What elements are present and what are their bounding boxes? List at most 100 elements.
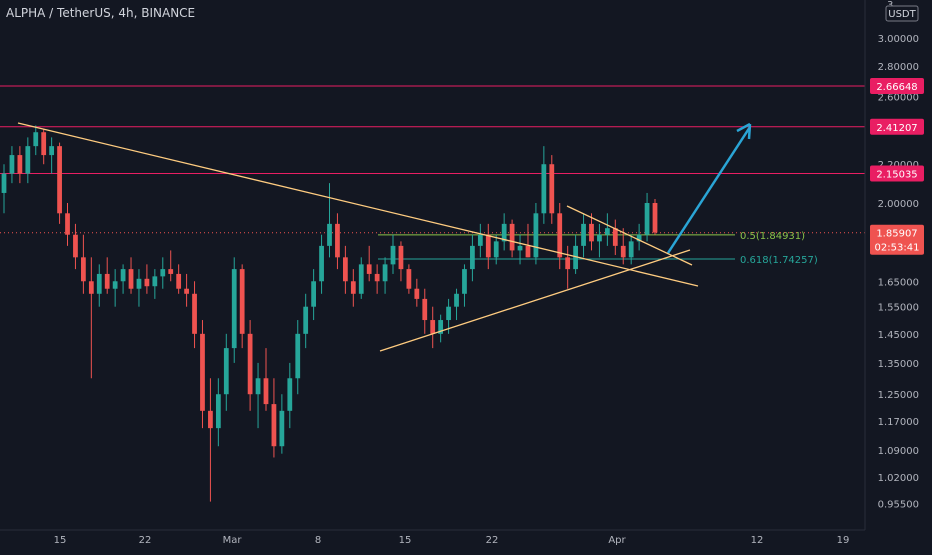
candle-body: [279, 410, 285, 447]
fib-levels: 0.5(1.84931) 0.618(1.74257): [0, 231, 865, 266]
candle-body: [104, 273, 110, 289]
wedge-upper-line: [566, 205, 693, 266]
candle-body: [33, 132, 39, 147]
candle-body: [295, 333, 301, 379]
x-tick-label: Apr: [608, 535, 626, 546]
candle-body: [414, 288, 420, 299]
candle-body: [430, 320, 436, 334]
candle-body: [120, 269, 126, 282]
candle-body: [350, 281, 356, 294]
candle-body: [96, 273, 102, 294]
candle-body: [287, 378, 293, 411]
candle-body: [223, 348, 229, 395]
candle-body: [398, 245, 404, 270]
candle-body: [485, 234, 491, 258]
candle-body: [652, 203, 658, 233]
candle-body: [366, 264, 372, 274]
level-badge: [870, 77, 924, 94]
y-tick-label: 2.80000: [878, 62, 919, 73]
candle-body: [557, 213, 563, 258]
y-tick-label: 1.25000: [878, 390, 919, 401]
x-tick-label: 12: [751, 535, 764, 546]
candle-body: [565, 257, 571, 270]
candle-body: [581, 223, 586, 246]
candle-body: [112, 281, 118, 289]
candle-body: [144, 278, 150, 287]
candle-body: [41, 132, 47, 156]
x-tick-label: 8: [315, 535, 321, 546]
x-tick-label: 22: [139, 535, 152, 546]
y-tick-label: 1.35000: [878, 359, 919, 370]
candle-body: [477, 234, 483, 246]
candle-body: [311, 281, 317, 307]
candle-body: [303, 306, 309, 334]
projection-arrow-line: [666, 126, 752, 254]
y-tick-label: 1.45000: [878, 330, 919, 341]
candle-body: [81, 257, 86, 282]
candle-body: [1, 173, 7, 193]
candle-body: [374, 273, 380, 282]
y-tick-label: 1.55000: [878, 303, 919, 314]
candle-body: [446, 306, 451, 321]
candle-body: [192, 293, 197, 334]
candle-body: [358, 264, 364, 294]
candle-body: [25, 146, 31, 174]
candle-body: [438, 320, 444, 334]
candle-body: [49, 146, 55, 156]
candles: [1, 125, 658, 502]
x-tick-label: 15: [399, 535, 412, 546]
y-tick-label: 1.17000: [878, 417, 919, 428]
candle-body: [168, 269, 174, 274]
time-axis: 15 22 Mar 8 15 22 Apr 12 19: [0, 529, 865, 546]
candle-body: [342, 257, 348, 282]
candle-body: [239, 269, 245, 334]
y-tick-label: 3.00000: [878, 34, 919, 45]
y-tick-label: 1.02000: [878, 473, 919, 484]
candle-body: [406, 269, 412, 289]
candle-body: [263, 378, 269, 405]
x-tick-label: 22: [486, 535, 499, 546]
candle-body: [493, 241, 499, 258]
candle-body: [136, 278, 142, 289]
last-price-badge: [870, 224, 924, 255]
fib-label: 0.618(1.74257): [740, 255, 818, 266]
candle-body: [390, 245, 396, 265]
currency-label: USDT: [888, 9, 916, 20]
candle-body: [271, 404, 277, 447]
candle-body: [88, 281, 94, 294]
candle-body: [628, 241, 634, 258]
countdown-label: 02:53:41: [875, 243, 920, 254]
candle-body: [462, 269, 467, 294]
candle-body: [152, 276, 158, 287]
candle-body: [573, 245, 578, 270]
candle-body: [319, 245, 324, 282]
level-badge-label: 2.15035: [876, 170, 917, 181]
candle-body: [255, 378, 261, 395]
x-tick-label: Mar: [223, 535, 243, 546]
candle-body: [589, 223, 594, 242]
y-tick-label: 1.09000: [878, 446, 919, 457]
candle-body: [200, 333, 205, 411]
candle-body: [327, 223, 332, 246]
candle-body: [501, 223, 507, 242]
trendlines: [17, 122, 752, 352]
candle-body: [128, 269, 134, 289]
candle-body: [73, 234, 78, 258]
candle-body: [509, 223, 515, 251]
candle-body: [597, 234, 602, 242]
y-tick-label: 1.65000: [878, 277, 919, 288]
candle-body: [644, 203, 650, 235]
candle-body: [231, 269, 237, 349]
candle-body: [470, 245, 475, 270]
y-tick-label: 2.00000: [878, 199, 919, 210]
y-tick-label: 2.60000: [878, 92, 919, 103]
symbol-title: ALPHA / TetherUS, 4h, BINANCE: [6, 6, 196, 20]
candle-body: [247, 333, 253, 395]
candle-body: [636, 234, 642, 242]
candle-body: [184, 288, 189, 294]
fib-label: 0.5(1.84931): [740, 231, 805, 242]
last-price-label: 1.85907: [876, 229, 917, 240]
projection-arrow-head: [736, 122, 752, 140]
